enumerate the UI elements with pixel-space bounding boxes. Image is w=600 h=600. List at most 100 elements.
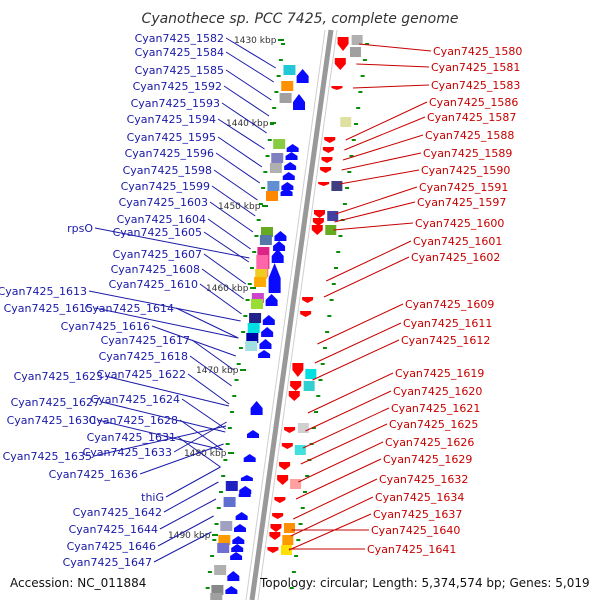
- forward-gene-arrow: [274, 231, 287, 241]
- forward-gene-arrow: [268, 263, 281, 293]
- left-leader-line: [217, 136, 263, 168]
- forward-gene-arrow: [265, 294, 278, 306]
- reverse-gene-arrow: [312, 218, 324, 226]
- right-leader-line: [345, 101, 428, 141]
- right-leader-line: [333, 222, 414, 231]
- left-gene-label: Cyan7425_1595: [127, 131, 216, 144]
- forward-gene-arrow: [232, 536, 245, 544]
- reverse-gene-arrow: [290, 381, 302, 391]
- scale-label: 1440 kbp: [226, 119, 269, 129]
- forward-gene-arrow: [225, 586, 238, 594]
- left-gene-label: Cyan7425_1596: [125, 147, 214, 160]
- right-gene-label: Cyan7425_1583: [431, 79, 520, 92]
- right-gene-label: Cyan7425_1590: [421, 164, 510, 177]
- right-gene-label: Cyan7425_1597: [417, 196, 506, 209]
- forward-gene-box: [265, 191, 278, 201]
- forward-gene-arrow: [243, 454, 256, 462]
- left-gene-label: Cyan7425_1624: [91, 393, 180, 406]
- forward-gene-arrow: [227, 571, 240, 581]
- left-gene-label: Cyan7425_1642: [73, 506, 162, 519]
- left-gene-label: Cyan7425_1631: [87, 431, 176, 444]
- left-gene-label: Cyan7425_1604: [117, 213, 206, 226]
- left-gene-label: Cyan7425_1644: [69, 523, 158, 536]
- right-gene-label: Cyan7425_1641: [367, 543, 456, 556]
- right-gene-label: Cyan7425_1619: [395, 367, 484, 380]
- forward-gene-arrow: [284, 162, 297, 170]
- forward-gene-arrow: [296, 69, 309, 83]
- reverse-gene-arrow: [272, 513, 284, 519]
- forward-gene-box: [267, 181, 280, 191]
- left-leader-line: [173, 421, 227, 453]
- left-leader-line: [209, 201, 254, 233]
- forward-gene-arrow: [247, 430, 260, 438]
- left-gene-label: rpsO: [67, 222, 93, 235]
- right-gene-label: Cyan7425_1621: [391, 402, 480, 415]
- reverse-gene-arrow: [324, 137, 336, 143]
- left-leader-line: [93, 425, 227, 457]
- left-leader-line: [159, 498, 217, 530]
- right-gene-label: Cyan7425_1602: [411, 251, 500, 264]
- right-leader-line: [288, 513, 372, 551]
- forward-gene-box: [259, 235, 272, 245]
- right-leader-line: [359, 43, 432, 52]
- forward-gene-arrow: [293, 94, 306, 110]
- left-leader-line: [163, 481, 219, 513]
- reverse-gene-arrow: [334, 58, 346, 70]
- left-leader-line: [187, 373, 230, 405]
- backbone-line: [249, 29, 334, 600]
- right-leader-line: [323, 256, 410, 298]
- right-leader-line: [352, 84, 430, 89]
- backbone-edge-line: [245, 29, 326, 600]
- right-gene-label: Cyan7425_1591: [419, 181, 508, 194]
- scale-label: 1460 kbp: [206, 284, 249, 294]
- left-gene-label: Cyan7425_1582: [135, 32, 224, 45]
- right-gene-labels: Cyan7425_1580 Cyan7425_1581 Cyan7425_1583 C…: [288, 43, 522, 556]
- reverse-gene-box: [305, 369, 317, 379]
- forward-gene-box: [210, 593, 223, 600]
- forward-gene-box: [214, 565, 227, 575]
- right-gene-label: Cyan7425_1580: [433, 45, 522, 58]
- forward-gene-box: [279, 93, 292, 103]
- reverse-gene-arrow: [269, 532, 281, 540]
- forward-gene-arrow: [282, 172, 295, 180]
- reverse-gene-arrow: [279, 462, 291, 470]
- left-leader-line: [153, 531, 212, 563]
- left-leader-line: [94, 227, 250, 259]
- reverse-gene-arrow: [302, 297, 314, 303]
- scale-label: 1430 kbp: [234, 36, 277, 46]
- reverse-gene-box: [290, 479, 302, 489]
- backbone-edge-line: [257, 29, 338, 600]
- reverse-gene-arrow: [288, 391, 300, 401]
- left-leader-line: [225, 37, 276, 69]
- forward-gene-box: [211, 585, 224, 595]
- forward-gene-box: [255, 269, 268, 279]
- forward-gene-arrow: [273, 241, 286, 251]
- right-gene-label: Cyan7425_1634: [375, 491, 464, 504]
- left-leader-line: [179, 419, 224, 451]
- scale-label: 1490 kbp: [168, 531, 211, 541]
- reverse-gene-box: [297, 423, 309, 433]
- reverse-gene-arrow: [292, 363, 304, 377]
- right-gene-label: Cyan7425_1581: [431, 61, 520, 74]
- forward-gene-box: [269, 163, 282, 173]
- forward-gene-box: [223, 497, 236, 507]
- left-gene-label: Cyan7425_1617: [101, 334, 190, 347]
- left-gene-label: Cyan7425_1607: [113, 248, 202, 261]
- forward-gene-box: [254, 277, 267, 287]
- reverse-gene-box: [349, 47, 361, 57]
- left-leader-line: [104, 375, 230, 407]
- left-gene-label: Cyan7425_1618: [99, 350, 188, 363]
- reverse-gene-arrow: [331, 86, 343, 90]
- left-leader-line: [203, 231, 250, 263]
- left-leader-line: [94, 307, 239, 339]
- reverse-gene-arrow: [300, 311, 312, 317]
- reverse-gene-arrow: [277, 475, 289, 485]
- reverse-gene-arrow: [337, 37, 349, 51]
- forward-gene-arrow: [262, 315, 275, 325]
- topology-text: Topology: circular; Length: 5,374,574 bp…: [259, 576, 590, 590]
- right-gene-label: Cyan7425_1600: [415, 217, 504, 230]
- left-leader-line: [207, 218, 251, 250]
- left-leader-line: [215, 152, 261, 184]
- left-gene-label: Cyan7425_1599: [121, 180, 210, 193]
